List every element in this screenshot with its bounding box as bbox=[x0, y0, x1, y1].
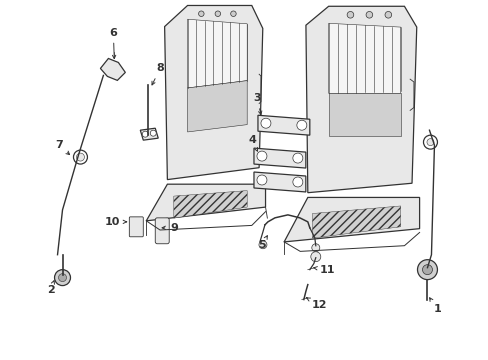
Circle shape bbox=[366, 12, 372, 18]
Polygon shape bbox=[253, 148, 305, 168]
Polygon shape bbox=[305, 6, 416, 193]
Circle shape bbox=[198, 11, 203, 17]
Circle shape bbox=[230, 11, 236, 17]
Polygon shape bbox=[328, 23, 400, 93]
Polygon shape bbox=[187, 81, 247, 132]
Circle shape bbox=[311, 244, 319, 252]
Text: 3: 3 bbox=[253, 93, 261, 114]
Polygon shape bbox=[140, 128, 158, 140]
Text: 10: 10 bbox=[105, 217, 126, 227]
Circle shape bbox=[422, 265, 431, 275]
Text: 11: 11 bbox=[313, 265, 335, 275]
Circle shape bbox=[256, 151, 266, 161]
FancyBboxPatch shape bbox=[155, 218, 169, 244]
Polygon shape bbox=[173, 190, 247, 218]
Polygon shape bbox=[284, 197, 419, 242]
Text: 9: 9 bbox=[162, 223, 178, 233]
Circle shape bbox=[426, 139, 433, 146]
Circle shape bbox=[256, 175, 266, 185]
Text: 4: 4 bbox=[247, 135, 257, 151]
Text: 5: 5 bbox=[258, 236, 267, 250]
Circle shape bbox=[292, 177, 302, 187]
Text: 8: 8 bbox=[152, 63, 164, 85]
Circle shape bbox=[142, 131, 148, 137]
Polygon shape bbox=[164, 5, 262, 180]
Polygon shape bbox=[328, 93, 400, 136]
Circle shape bbox=[292, 153, 302, 163]
Circle shape bbox=[150, 130, 156, 136]
Text: 2: 2 bbox=[46, 281, 54, 294]
Circle shape bbox=[296, 120, 306, 130]
Circle shape bbox=[55, 270, 70, 285]
Circle shape bbox=[261, 118, 270, 128]
FancyBboxPatch shape bbox=[129, 217, 143, 237]
Circle shape bbox=[215, 11, 220, 17]
Polygon shape bbox=[187, 19, 247, 88]
Polygon shape bbox=[253, 172, 305, 192]
Text: 1: 1 bbox=[429, 298, 441, 315]
Circle shape bbox=[310, 252, 320, 262]
Circle shape bbox=[76, 153, 84, 161]
Text: 12: 12 bbox=[306, 298, 326, 310]
Polygon shape bbox=[100, 58, 125, 80]
Polygon shape bbox=[146, 184, 265, 221]
Circle shape bbox=[417, 260, 437, 280]
Text: 7: 7 bbox=[55, 140, 69, 154]
Circle shape bbox=[59, 274, 66, 282]
Polygon shape bbox=[312, 206, 400, 238]
Circle shape bbox=[259, 241, 266, 249]
Circle shape bbox=[346, 12, 353, 18]
Polygon shape bbox=[258, 115, 309, 135]
Text: 6: 6 bbox=[109, 28, 117, 59]
Circle shape bbox=[384, 12, 391, 18]
